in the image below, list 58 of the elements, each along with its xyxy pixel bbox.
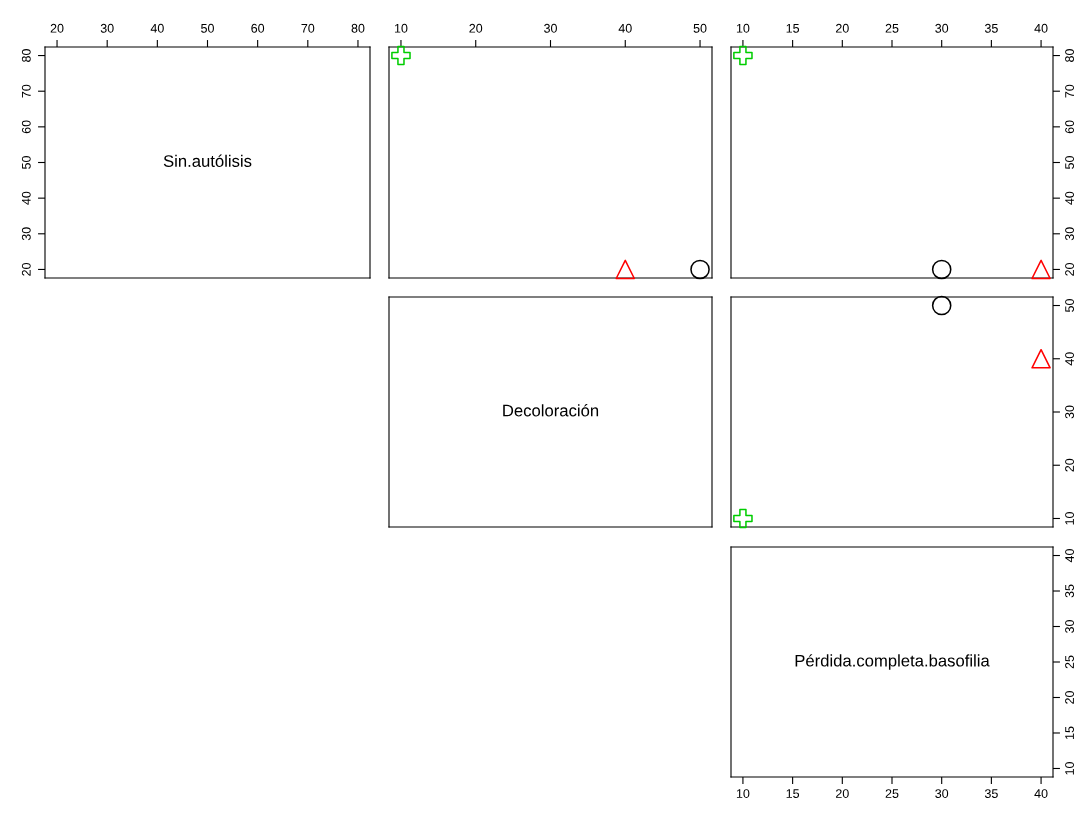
y-tick-label: 20 xyxy=(1065,458,1074,472)
y-tick-label: 40 xyxy=(21,191,31,205)
y-tick-label: 40 xyxy=(1065,352,1074,366)
y-tick-label: 60 xyxy=(21,120,31,134)
x-tick-label: 30 xyxy=(935,789,949,798)
y-tick-label: 25 xyxy=(1065,655,1074,669)
point xyxy=(931,295,952,316)
x-tick-label: 25 xyxy=(885,789,899,798)
x-tick-label: 30 xyxy=(935,23,949,33)
x-tick-label: 40 xyxy=(1034,23,1048,33)
y-tick-label: 70 xyxy=(1065,84,1074,98)
y-tick-label: 10 xyxy=(1065,512,1074,525)
y-tick-label: 60 xyxy=(1065,120,1074,134)
y-tick-label: 50 xyxy=(21,156,31,169)
x-tick-label: 40 xyxy=(618,23,632,33)
x-tick-label: 10 xyxy=(736,789,750,798)
y-tick-label: 20 xyxy=(1065,691,1074,704)
x-tick-label: 20 xyxy=(835,23,849,33)
x-tick-label: 20 xyxy=(835,789,849,798)
y-tick-label: 35 xyxy=(1065,584,1074,598)
x-tick-label: 40 xyxy=(150,23,164,33)
x-tick-label: 80 xyxy=(351,23,365,33)
y-tick-label: 30 xyxy=(1065,620,1074,633)
x-tick-label: 35 xyxy=(984,789,998,798)
x-tick-label: 30 xyxy=(544,23,557,33)
y-tick-label: 50 xyxy=(1065,156,1074,169)
x-tick-label: 25 xyxy=(885,23,899,33)
y-tick-label: 30 xyxy=(1065,227,1074,241)
x-tick-label: 15 xyxy=(786,789,800,798)
x-tick-label: 20 xyxy=(469,23,483,33)
x-tick-label: 20 xyxy=(50,23,64,33)
y-tick-label: 30 xyxy=(21,227,31,241)
x-tick-label: 50 xyxy=(201,23,214,33)
y-tick-label: 20 xyxy=(1065,262,1074,276)
text: Decoloración xyxy=(503,404,599,417)
y-tick-label: 10 xyxy=(1065,762,1074,775)
x-tick-label: 10 xyxy=(394,23,408,33)
y-tick-label: 40 xyxy=(1065,549,1074,563)
x-tick-label: 50 xyxy=(693,23,707,33)
annotation: Pérdida.completa.basofilia xyxy=(795,654,990,670)
point xyxy=(1031,348,1051,369)
y-tick-label: 80 xyxy=(1065,49,1074,62)
y-tick-label: 40 xyxy=(1065,191,1074,205)
x-tick-label: 70 xyxy=(301,23,315,33)
x-tick-label: 10 xyxy=(736,23,750,33)
x-tick-label: 30 xyxy=(100,23,114,33)
y-tick-label: 30 xyxy=(1065,405,1074,419)
x-tick-label: 15 xyxy=(786,24,800,33)
y-tick-label: 80 xyxy=(21,49,31,62)
x-tick-label: 40 xyxy=(1034,789,1048,798)
x-tick-label: 60 xyxy=(251,23,265,33)
y-tick-label: 70 xyxy=(21,84,31,98)
point xyxy=(733,508,753,529)
y-tick-label: 20 xyxy=(21,262,31,276)
y-tick-label: 50 xyxy=(1065,299,1074,312)
y-tick-label: 15 xyxy=(1065,726,1074,739)
annotation: Sin.autólisis xyxy=(163,154,252,167)
x-tick-label: 35 xyxy=(984,23,998,33)
